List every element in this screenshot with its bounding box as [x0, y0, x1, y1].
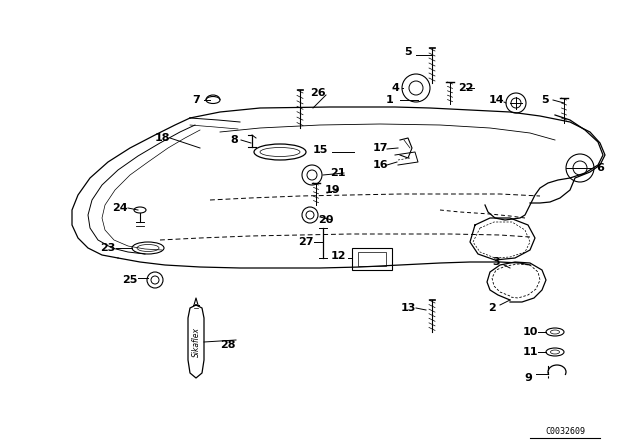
Circle shape [511, 98, 521, 108]
Text: 19: 19 [324, 185, 340, 195]
Circle shape [409, 81, 423, 95]
Text: 22: 22 [458, 83, 474, 93]
Circle shape [566, 154, 594, 182]
Text: 4: 4 [391, 83, 399, 93]
Circle shape [302, 165, 322, 185]
Text: 24: 24 [112, 203, 128, 213]
Circle shape [307, 170, 317, 180]
Ellipse shape [550, 350, 559, 354]
Circle shape [306, 211, 314, 219]
Text: 9: 9 [524, 373, 532, 383]
Text: 10: 10 [522, 327, 538, 337]
Text: Sikaflex: Sikaflex [191, 327, 200, 357]
Text: 23: 23 [100, 243, 116, 253]
Text: 1: 1 [386, 95, 394, 105]
Text: 17: 17 [372, 143, 388, 153]
Text: C0032609: C0032609 [545, 427, 585, 436]
Text: 15: 15 [312, 145, 328, 155]
Text: 5: 5 [404, 47, 412, 57]
Ellipse shape [206, 96, 220, 103]
Ellipse shape [254, 144, 306, 160]
Circle shape [147, 272, 163, 288]
Text: 21: 21 [330, 168, 346, 178]
Text: 6: 6 [596, 163, 604, 173]
Ellipse shape [546, 348, 564, 356]
Text: 25: 25 [122, 275, 138, 285]
Text: 5: 5 [541, 95, 549, 105]
Text: 7: 7 [192, 95, 200, 105]
Ellipse shape [137, 245, 159, 251]
Text: 18: 18 [154, 133, 170, 143]
Text: 14: 14 [488, 95, 504, 105]
Circle shape [402, 74, 430, 102]
Text: 16: 16 [372, 160, 388, 170]
Circle shape [302, 207, 318, 223]
Text: 27: 27 [298, 237, 314, 247]
Text: 3: 3 [492, 257, 500, 267]
Circle shape [506, 93, 526, 113]
Text: 26: 26 [310, 88, 326, 98]
Text: 8: 8 [230, 135, 238, 145]
Ellipse shape [550, 330, 559, 334]
Text: 28: 28 [220, 340, 236, 350]
Bar [352, 248, 392, 270]
Text: 20: 20 [318, 215, 333, 225]
Text: 13: 13 [400, 303, 416, 313]
Circle shape [573, 161, 587, 175]
Text: 12: 12 [330, 251, 346, 261]
Ellipse shape [132, 242, 164, 254]
Ellipse shape [134, 207, 146, 213]
Circle shape [151, 276, 159, 284]
Bar [358, 252, 386, 266]
Text: 2: 2 [488, 303, 496, 313]
Ellipse shape [546, 328, 564, 336]
Text: 11: 11 [522, 347, 538, 357]
Ellipse shape [260, 147, 300, 156]
